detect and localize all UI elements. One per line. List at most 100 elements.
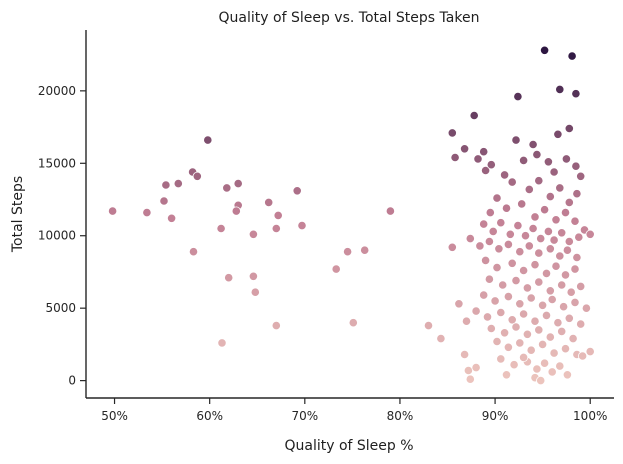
data-point [513,92,523,102]
data-point [469,110,479,121]
data-point [530,260,540,270]
y-tick-label: 15000 [38,156,76,170]
data-point [518,309,529,319]
data-point [567,51,577,61]
data-point [488,226,498,236]
data-point [570,264,580,274]
data-point [503,239,513,249]
data-point [545,192,555,202]
data-point [231,206,241,216]
data-point [192,171,202,181]
data-point [482,312,493,322]
data-point [297,221,307,231]
data-point [562,370,573,380]
data-point [536,375,546,386]
data-point [551,261,561,271]
data-point [558,302,569,312]
data-point [360,245,370,255]
data-point [480,165,491,176]
data-point [528,139,538,150]
data-point [537,300,548,310]
data-point [568,333,578,344]
data-point [511,135,521,145]
data-point [555,361,565,371]
data-point [465,234,475,244]
data-point [108,206,118,216]
data-point [560,344,571,354]
data-point [480,255,491,265]
data-point [484,274,494,284]
data-point [496,307,506,318]
data-point [557,326,567,336]
data-point [465,374,475,384]
data-point [543,157,554,167]
data-point [450,152,460,163]
data-point [551,215,561,225]
data-point [564,197,574,207]
data-point [159,196,169,206]
y-tick-label: 10000 [38,229,76,243]
data-point [471,362,481,373]
data-point [331,264,341,274]
data-point [515,299,525,309]
data-point [475,241,485,251]
chart-title: Quality of Sleep vs. Total Steps Taken [219,10,480,26]
data-point [459,144,470,154]
data-point [511,322,521,332]
data-point [248,229,258,239]
data-point [264,197,274,207]
y-axis-label: Total Steps [10,176,26,253]
data-point [518,265,529,276]
data-point [479,147,489,157]
data-point [576,171,586,181]
data-point [507,315,517,325]
data-point [479,219,489,229]
data-point [471,306,481,316]
data-point [511,275,521,286]
data-point [570,216,580,226]
data-point [547,294,557,305]
data-point [216,223,226,234]
data-point [545,286,555,296]
data-point [507,177,517,187]
data-point [534,248,544,258]
data-point [515,338,525,348]
x-tick-label: 60% [196,409,223,423]
data-point [503,342,513,352]
x-axis-label: Quality of Sleep % [284,438,413,454]
data-point [496,218,506,228]
data-point [536,234,546,244]
data-point [560,270,571,280]
x-axis-ticks: 50% 60% 70% 80% 90% 100% [101,398,607,423]
data-point [507,258,517,268]
data-point [517,199,527,209]
data-point [188,247,199,257]
data-point [528,223,538,234]
data-point [585,229,595,239]
data-point [484,236,494,247]
data-point [461,316,472,326]
data-point [555,251,565,261]
data-point [173,179,183,189]
data-point [454,299,464,309]
data-point [479,290,489,300]
data-point [585,346,595,357]
data-point [545,244,555,254]
data-point [532,364,542,374]
data-point [501,370,512,380]
data-point [524,241,534,251]
data-point [557,280,567,290]
data-point [576,319,586,329]
data-point [549,235,559,245]
data-point [537,339,548,349]
data-point [564,123,574,134]
data-point [490,296,500,306]
data-point [473,154,483,164]
data-point [522,329,533,339]
data-point [492,336,502,347]
data-point [549,167,559,177]
data-point [513,221,523,231]
data-point [566,287,576,297]
data-point [553,129,563,139]
data-point [463,365,473,376]
